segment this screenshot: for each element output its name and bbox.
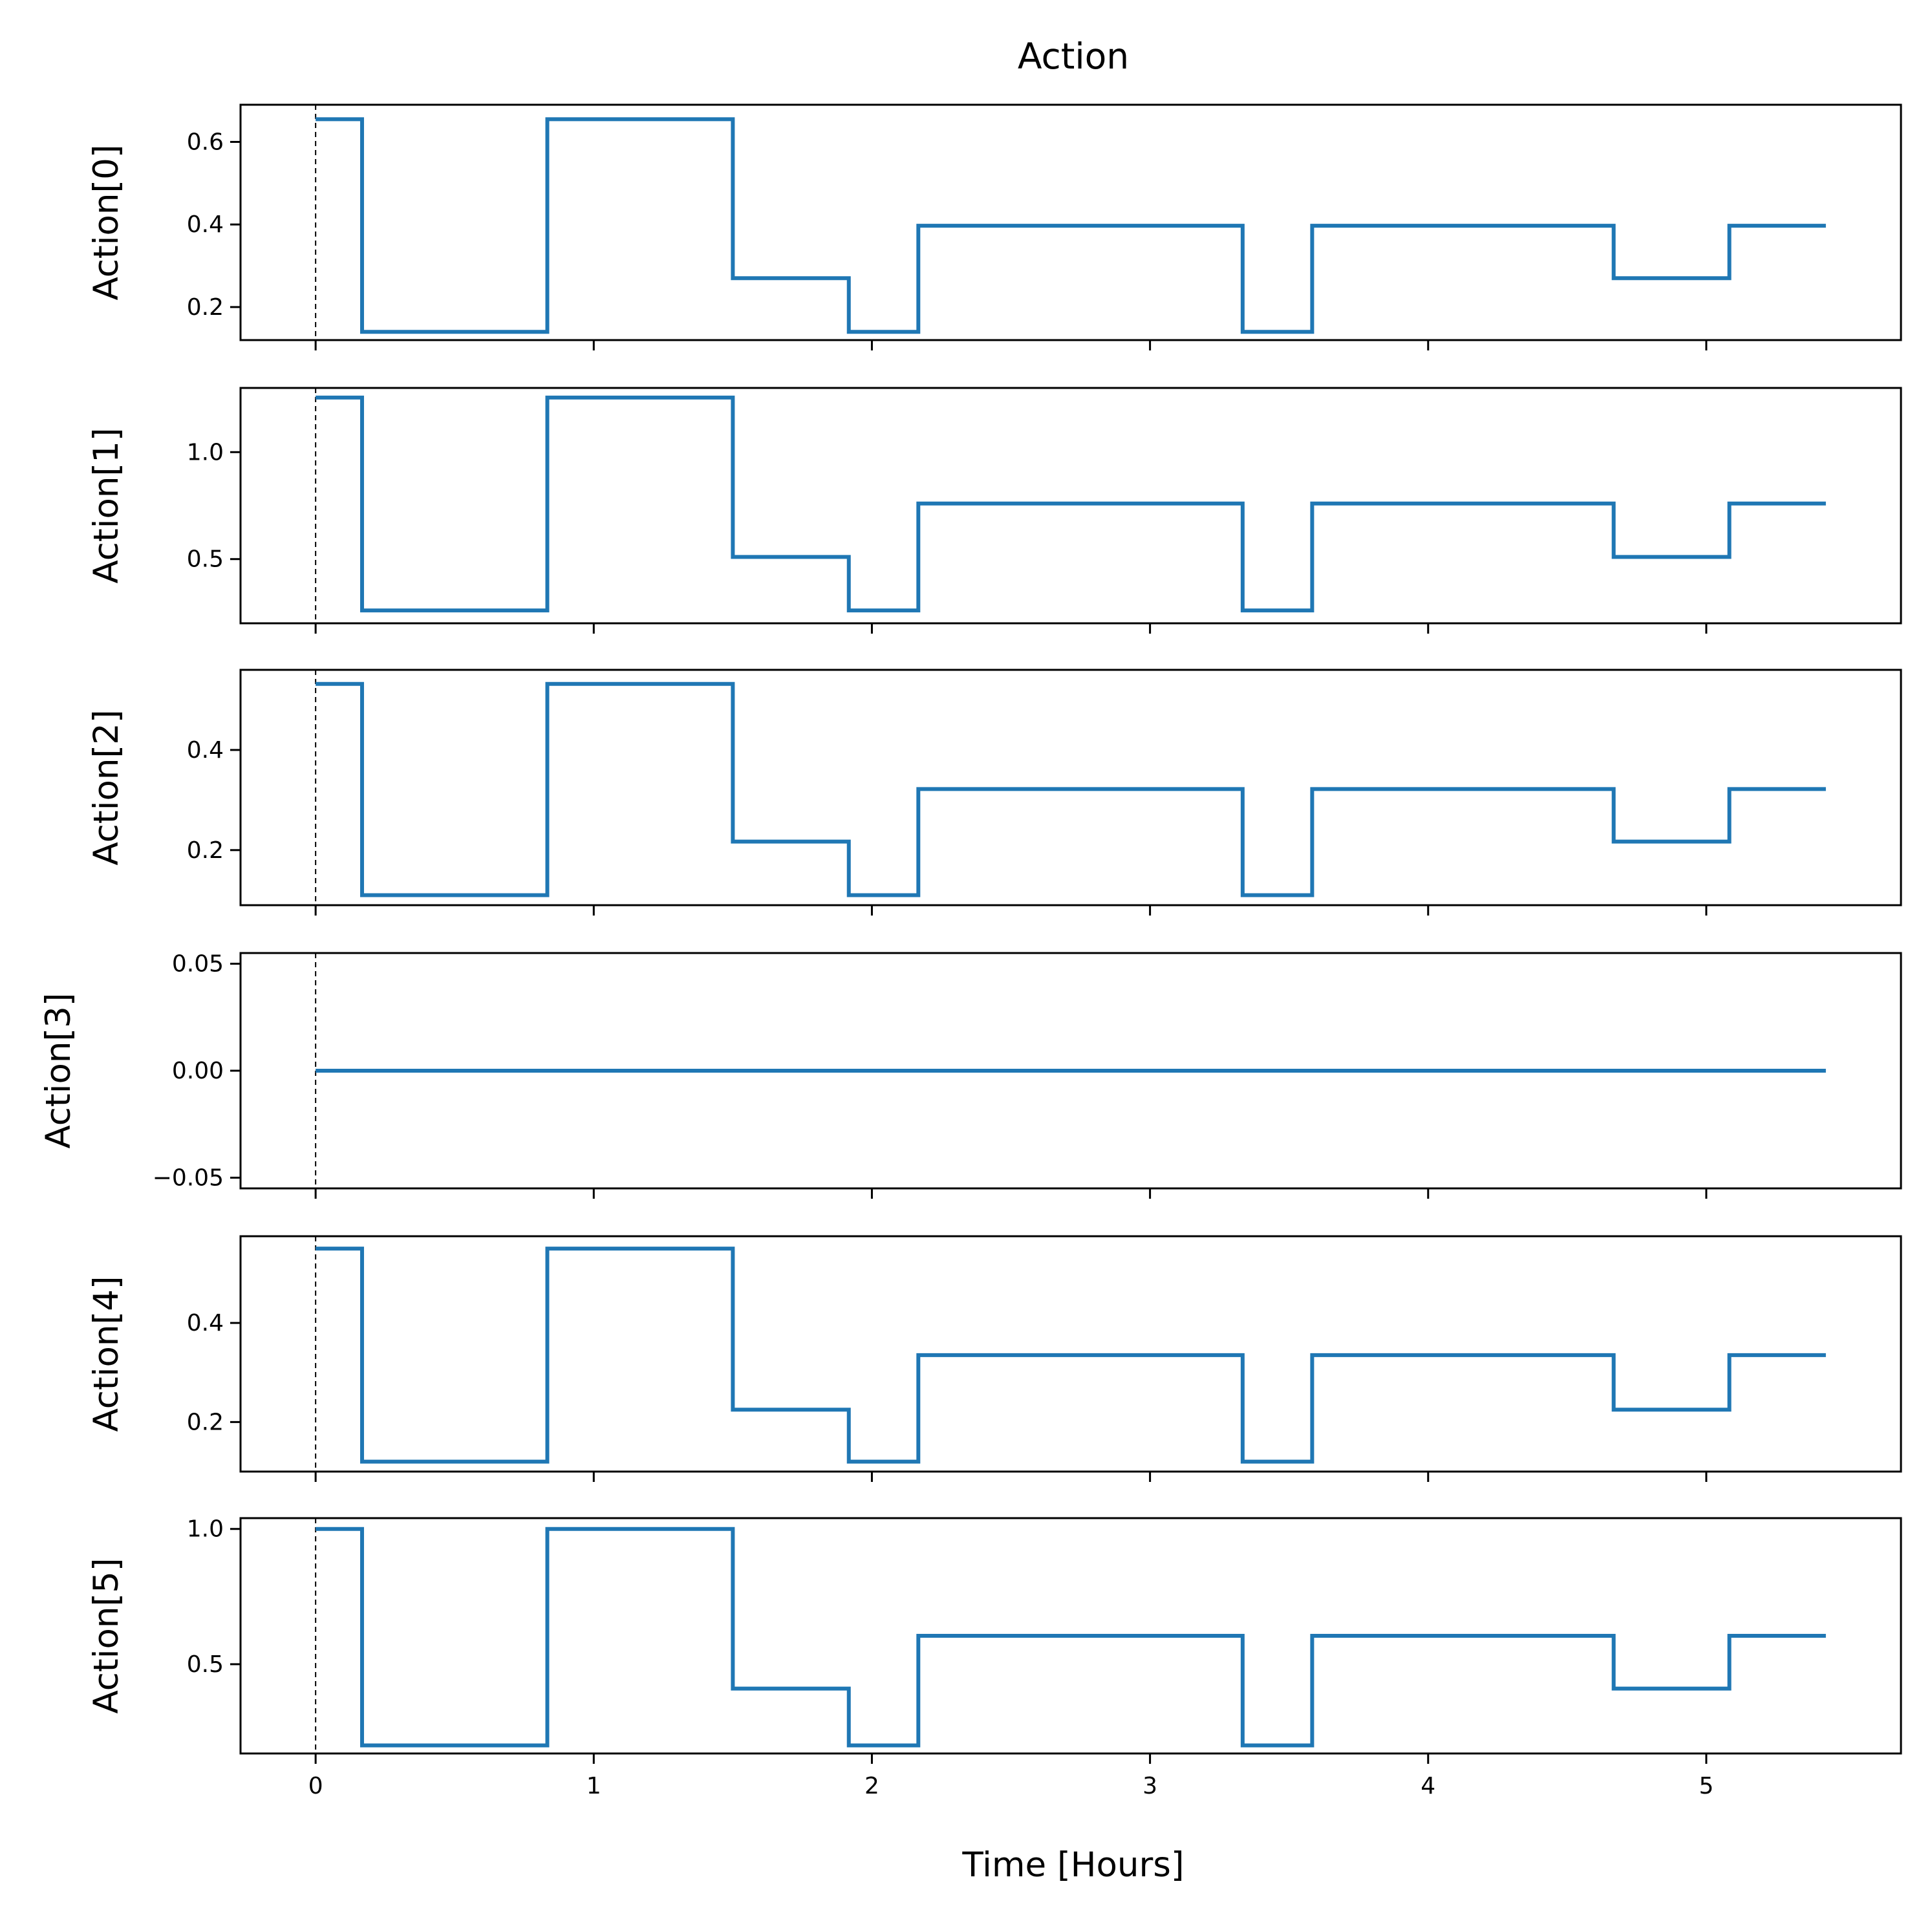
x-tick-label: 0 [308,1773,323,1799]
y-tick-label: 0.00 [172,1058,224,1084]
x-tick-label: 3 [1143,1773,1157,1799]
y-axis-label: Action[4] [87,1276,126,1431]
x-tick-label: 1 [586,1773,601,1799]
x-tick-label: 5 [1699,1773,1713,1799]
series-line-action-5 [316,1527,1826,1748]
y-tick-label: 0.2 [187,294,224,321]
series-line-action-4 [316,1247,1826,1464]
x-tick-label: 2 [864,1773,879,1799]
panel-frame [239,669,1902,906]
panel-frame [239,387,1902,625]
y-tick-label: 0.6 [187,129,224,155]
x-axis-label: Time [Hours] [961,1845,1184,1885]
y-axis-label: Action[2] [87,709,126,865]
y-tick-label: −0.05 [153,1164,224,1191]
panel-action-3: −0.05 0.00 0.05 Action[3] [39,951,1902,1199]
panel-action-2: 0.2 0.4 Action[2] [87,669,1902,916]
chart-title: Action [1018,36,1129,77]
y-axis-label: Action[3] [39,992,78,1148]
panel-frame [239,1235,1902,1473]
y-axis-label: Action[5] [87,1558,126,1713]
y-tick-label: 0.2 [187,837,224,864]
panel-action-4: 0.2 0.4 Action[4] [87,1235,1902,1482]
y-tick-label: 1.0 [187,439,224,466]
y-tick-label: 0.5 [187,546,224,573]
series-line-action-2 [316,681,1826,897]
y-tick-label: 0.4 [187,1310,224,1336]
panel-frame [239,1517,1902,1755]
panel-frame [239,103,1902,341]
y-tick-label: 0.5 [187,1651,224,1678]
y-tick-label: 1.0 [187,1516,224,1543]
y-tick-label: 0.4 [187,737,224,764]
y-axis-label: Action[1] [87,427,126,583]
panel-action-1: 0.5 1.0 Action[1] [87,387,1902,634]
y-tick-label: 0.2 [187,1409,224,1435]
y-axis-label: Action[0] [87,144,126,300]
panel-action-0: 0.2 0.4 0.6 Action[0] [87,103,1902,350]
series-line-action-0 [316,117,1826,334]
y-tick-label: 0.05 [172,951,224,978]
series-line-action-1 [316,395,1826,613]
panel-action-5: 0.5 1.0 0 1 2 3 4 5 Action[5] [87,1516,1902,1799]
panels-layer: 0.2 0.4 0.6 Action[0] 0.5 1.0 Action[1] 0.2 0.4 A… [39,103,1902,1799]
x-tick-label: 4 [1421,1773,1435,1799]
y-tick-label: 0.4 [187,211,224,238]
